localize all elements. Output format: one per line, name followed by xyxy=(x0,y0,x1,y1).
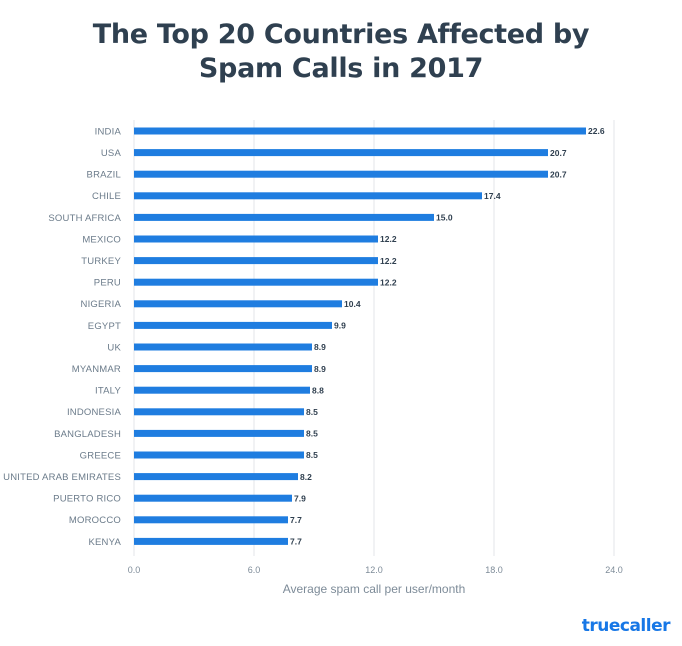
category-label: MYANMAR xyxy=(72,364,121,375)
category-labels: INDIA USA BRAZIL CHILE SOUTH AFRICA MEXICO TUR… xyxy=(3,126,121,547)
category-label: BRAZIL xyxy=(87,170,121,181)
chart-title-line-2: Spam Calls in 2017 xyxy=(198,53,484,84)
category-label: UK xyxy=(107,342,121,353)
value-label: 12.2 xyxy=(380,234,397,244)
bar xyxy=(134,494,292,502)
value-label: 22.6 xyxy=(588,126,605,136)
category-label: ITALY xyxy=(95,386,121,397)
chart-title-line-1: The Top 20 Countries Affected by xyxy=(92,19,590,50)
x-axis-title: Average spam call per user/month xyxy=(283,582,466,596)
value-labels: 22.6 20.7 20.7 17.4 15.0 12.2 12.2 12.2 10.4 9.9 8… xyxy=(290,126,605,546)
value-label: 8.5 xyxy=(306,429,318,439)
value-label: 8.2 xyxy=(300,472,312,482)
category-label: USA xyxy=(101,148,122,159)
x-axis-ticks: 0.0 6.0 12.0 18.0 24.0 xyxy=(128,565,623,575)
bar xyxy=(134,429,304,437)
x-tick-label: 6.0 xyxy=(248,565,261,575)
bar xyxy=(134,213,434,221)
category-label: MEXICO xyxy=(82,234,121,245)
category-label: PERU xyxy=(94,278,121,289)
value-label: 7.9 xyxy=(294,493,306,503)
bar xyxy=(134,537,288,545)
value-label: 7.7 xyxy=(290,515,302,525)
bar xyxy=(134,451,304,459)
category-label: SOUTH AFRICA xyxy=(48,213,121,224)
bar xyxy=(134,300,342,308)
bar xyxy=(134,408,304,416)
chart-title: The Top 20 Countries Affected by Spam Ca… xyxy=(0,18,682,86)
bar xyxy=(134,473,298,481)
grid-lines xyxy=(133,120,615,556)
value-label: 8.5 xyxy=(306,407,318,417)
bar xyxy=(134,321,332,329)
bar xyxy=(134,257,378,265)
truecaller-logo: truecaller xyxy=(581,616,671,636)
bar xyxy=(134,516,288,524)
value-label: 8.9 xyxy=(314,342,326,352)
bars xyxy=(134,127,586,545)
value-label: 20.7 xyxy=(550,148,567,158)
value-label: 8.9 xyxy=(314,364,326,374)
category-label: UNITED ARAB EMIRATES xyxy=(3,472,121,483)
value-label: 8.5 xyxy=(306,450,318,460)
bar xyxy=(134,149,548,157)
category-label: INDONESIA xyxy=(67,407,122,418)
value-label: 9.9 xyxy=(334,321,346,331)
category-label: PUERTO RICO xyxy=(53,494,121,505)
bar xyxy=(134,343,312,351)
category-label: BANGLADESH xyxy=(54,429,121,440)
x-tick-label: 18.0 xyxy=(485,565,503,575)
bar xyxy=(134,365,312,373)
value-label: 8.8 xyxy=(312,385,324,395)
value-label: 12.2 xyxy=(380,277,397,287)
x-tick-label: 24.0 xyxy=(605,565,623,575)
category-label: NIGERIA xyxy=(81,299,122,310)
category-label: EGYPT xyxy=(88,321,121,332)
value-label: 10.4 xyxy=(344,299,361,309)
category-label: TURKEY xyxy=(81,256,121,267)
category-label: GREECE xyxy=(80,450,121,461)
bar xyxy=(134,127,586,135)
value-label: 12.2 xyxy=(380,256,397,266)
value-label: 17.4 xyxy=(484,191,501,201)
value-label: 20.7 xyxy=(550,169,567,179)
x-tick-label: 0.0 xyxy=(128,565,141,575)
value-label: 7.7 xyxy=(290,537,302,547)
bar xyxy=(134,278,378,286)
category-label: INDIA xyxy=(95,126,122,137)
x-tick-label: 12.0 xyxy=(365,565,383,575)
bar xyxy=(134,235,378,243)
bar xyxy=(134,386,310,394)
bar xyxy=(134,192,482,200)
category-label: KENYA xyxy=(88,537,121,548)
bar xyxy=(134,170,548,178)
value-label: 15.0 xyxy=(436,213,453,223)
category-label: CHILE xyxy=(92,191,121,202)
category-label: MOROCCO xyxy=(69,515,121,526)
